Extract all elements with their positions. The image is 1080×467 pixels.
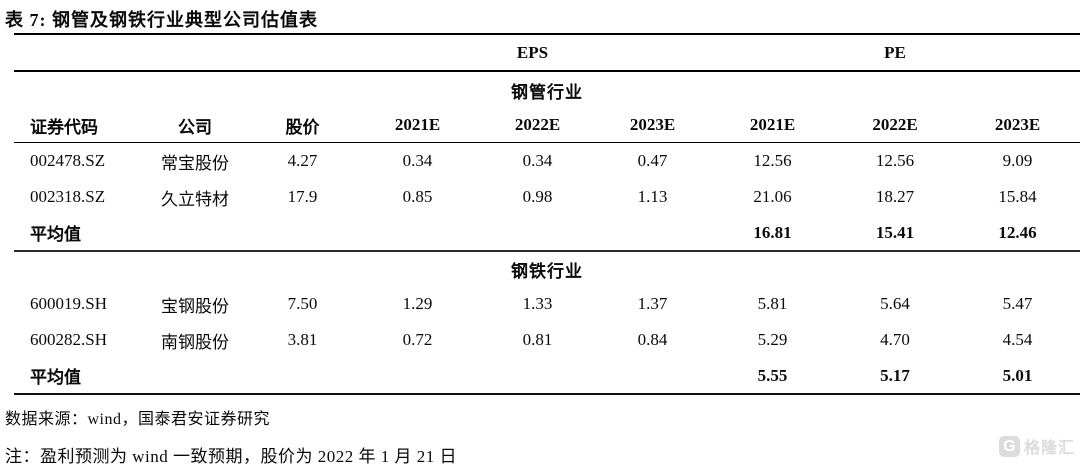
- col-header-pe-2021e: 2021E: [749, 115, 796, 134]
- avg-pe-2021e: 16.81: [753, 222, 792, 242]
- pe-2022e: 5.64: [880, 294, 910, 313]
- table-title: 表 7: 钢管及钢铁行业典型公司估值表: [5, 10, 318, 30]
- security-code: 002318.SZ: [30, 187, 106, 206]
- footnote: 注：盈利预测为 wind 一致预期，股价为 2022 年 1 月 21 日: [5, 447, 457, 466]
- eps-2022e: 0.81: [522, 330, 553, 349]
- table-row: 600282.SH 南钢股份 3.81 0.72 0.81 0.84 5.29 …: [14, 322, 1080, 358]
- eps-2022e: 0.98: [522, 187, 553, 206]
- eps-2023e: 1.13: [637, 187, 668, 206]
- section-header-steel: 钢铁行业: [14, 250, 1080, 286]
- company-name: 久立特材: [161, 189, 229, 209]
- pe-2021e: 21.06: [753, 187, 792, 206]
- stock-price: 3.81: [287, 330, 318, 349]
- stock-price: 7.50: [287, 294, 318, 313]
- company-name: 宝钢股份: [161, 296, 229, 316]
- pe-2021e: 12.56: [753, 151, 792, 170]
- table-row: 002318.SZ 久立特材 17.9 0.85 0.98 1.13 21.06…: [14, 179, 1080, 215]
- pe-2023e: 5.47: [1002, 294, 1033, 313]
- pe-2021e: 5.81: [757, 294, 788, 313]
- pe-2022e: 4.70: [880, 330, 910, 349]
- gelonghui-logo-text: 格隆汇: [1023, 440, 1075, 457]
- avg-pe-2022e: 5.17: [880, 365, 910, 385]
- security-code: 600282.SH: [30, 330, 107, 349]
- security-code: 002478.SZ: [30, 151, 106, 170]
- company-name: 南钢股份: [161, 332, 229, 352]
- column-header-row: 证券代码 公司 股价 2021E 2022E 2023E 2021E 2022E…: [14, 108, 1080, 143]
- gelonghui-watermark: G 格隆汇: [998, 434, 1075, 458]
- col-header-company: 公司: [178, 117, 212, 137]
- stock-price: 17.9: [287, 187, 318, 206]
- valuation-table: EPS PE 钢管行业 证券代码 公司 股价 2021E 2022E 2023E…: [14, 33, 1080, 395]
- eps-2023e: 0.84: [637, 330, 668, 349]
- eps-2021e: 0.34: [402, 151, 433, 170]
- section-header-steel-pipe: 钢管行业: [511, 82, 583, 102]
- avg-pe-2023e: 5.01: [1002, 365, 1033, 385]
- col-header-price: 股价: [285, 117, 320, 137]
- col-header-eps-2023e: 2023E: [629, 115, 676, 134]
- gelonghui-logo-icon: G: [998, 435, 1020, 457]
- col-header-code: 证券代码: [30, 117, 98, 137]
- group-header-pe: PE: [884, 42, 906, 62]
- pe-2022e: 12.56: [875, 151, 915, 170]
- eps-2023e: 0.47: [637, 151, 668, 170]
- eps-2021e: 0.72: [402, 330, 433, 349]
- eps-2022e: 1.33: [522, 294, 553, 313]
- avg-pe-2021e: 5.55: [757, 365, 788, 385]
- pe-2022e: 18.27: [875, 187, 915, 206]
- group-header-eps: EPS: [516, 42, 549, 62]
- group-header-row: EPS PE: [14, 35, 1080, 72]
- pe-2021e: 5.29: [757, 330, 788, 349]
- average-label: 平均值: [30, 368, 81, 387]
- pe-2023e: 9.09: [1002, 151, 1033, 170]
- eps-2023e: 1.37: [637, 294, 668, 313]
- average-label: 平均值: [30, 225, 81, 244]
- eps-2021e: 0.85: [402, 187, 433, 206]
- data-source-note: 数据来源：wind，国泰君安证券研究: [5, 411, 271, 428]
- pe-2023e: 4.54: [1002, 330, 1033, 349]
- table-row: 002478.SZ 常宝股份 4.27 0.34 0.34 0.47 12.56…: [14, 143, 1080, 179]
- col-header-pe-2022e: 2022E: [872, 115, 918, 134]
- company-name: 常宝股份: [161, 153, 229, 173]
- avg-pe-2022e: 15.41: [875, 222, 915, 242]
- eps-2021e: 1.29: [402, 294, 433, 313]
- average-row: 平均值 5.55 5.17 5.01: [14, 358, 1080, 393]
- avg-pe-2023e: 12.46: [998, 222, 1037, 242]
- security-code: 600019.SH: [30, 294, 107, 313]
- pe-2023e: 15.84: [998, 187, 1037, 206]
- stock-price: 4.27: [287, 151, 318, 170]
- average-row: 平均值 16.81 15.41 12.46: [14, 215, 1080, 250]
- eps-2022e: 0.34: [522, 151, 553, 170]
- col-header-eps-2022e: 2022E: [514, 115, 561, 134]
- table-row: 600019.SH 宝钢股份 7.50 1.29 1.33 1.37 5.81 …: [14, 286, 1080, 322]
- col-header-eps-2021e: 2021E: [394, 115, 441, 134]
- col-header-pe-2023e: 2023E: [994, 115, 1041, 134]
